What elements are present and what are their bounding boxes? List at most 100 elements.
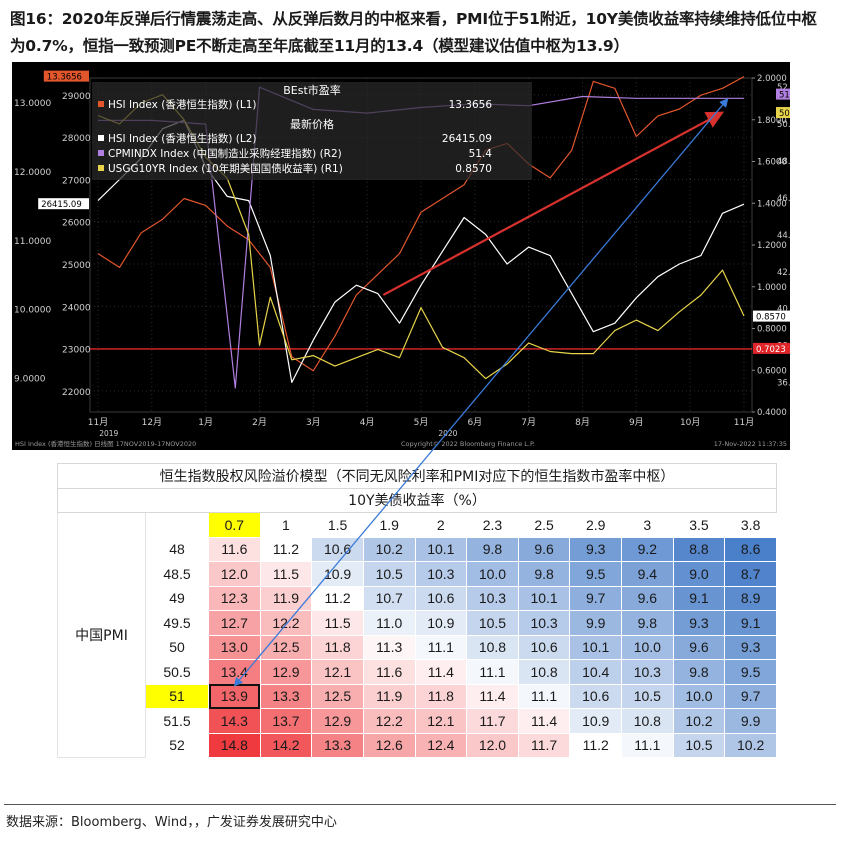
pe-axis-tick: 11.0000 xyxy=(14,237,51,247)
row-header: 50.5 xyxy=(145,659,209,685)
value-cell: 12.1 xyxy=(414,708,468,734)
value-cell: 9.8 xyxy=(517,561,571,587)
price-last-tag-text: 26415.09 xyxy=(41,200,82,210)
value-cell: 10.9 xyxy=(569,708,622,734)
column-header-row: 中国PMI 0.7 1 1.5 1.9 2 2.3 2.5 2.9 3 3.5 3.8 xyxy=(57,512,777,758)
x-axis-tick: 12月 xyxy=(142,417,162,428)
price-last-tag: 26415.09 xyxy=(38,198,89,210)
value-cell: 8.7 xyxy=(724,561,777,587)
yield-axis-tick: 0.8000 xyxy=(757,325,787,335)
value-cell: 9.3 xyxy=(724,634,777,660)
column-header: 0.7 xyxy=(208,512,261,538)
value-cell: 8.6 xyxy=(724,536,777,562)
value-cell: 10.2 xyxy=(672,708,726,734)
value-cell: 11.8 xyxy=(414,683,468,709)
value-cell: 13.4 xyxy=(208,659,261,685)
value-cell: 11.1 xyxy=(517,683,571,709)
column-header: 1 xyxy=(260,512,312,538)
pe-axis-tick: 13.0000 xyxy=(14,99,51,109)
table-row: 51.5 14.3 13.7 12.9 12.2 12.1 11.7 11.4 10.9 10.8… xyxy=(58,708,777,734)
value-cell: 10.5 xyxy=(466,610,519,636)
pe-last-tag-bg xyxy=(43,70,89,82)
x-year-label: 2020 xyxy=(438,429,457,438)
table-row: 48 11.6 11.2 10.6 10.2 10.1 9.8 9.6 9.3 9.2 8.8 8.6 xyxy=(58,536,777,562)
value-cell: 9.7 xyxy=(569,585,622,611)
value-cell: 12.9 xyxy=(311,708,364,734)
value-cell: 12.5 xyxy=(259,634,313,660)
value-cell: 9.7 xyxy=(724,683,777,709)
price-axis-tick: 26000 xyxy=(62,219,91,229)
value-cell: 10.2 xyxy=(362,536,416,562)
legend-label: HSI Index (香港恒生指数) (L1) xyxy=(108,98,257,111)
yield-axis-tick: 1.2000 xyxy=(757,241,787,251)
value-cell: 9.8 xyxy=(621,610,674,636)
value-cell: 9.5 xyxy=(569,561,622,587)
price-axis-tick: 29000 xyxy=(62,92,91,102)
pmi-axis-tick: 40.0 xyxy=(777,305,790,315)
value-cell: 14.3 xyxy=(208,708,261,734)
price-axis-tick: 28000 xyxy=(62,134,91,144)
legend-value: 51.4 xyxy=(469,148,493,160)
value-cell: 10.9 xyxy=(311,561,364,587)
value-cell: 9.2 xyxy=(621,536,674,562)
value-cell: 10.3 xyxy=(517,610,571,636)
table-row: 52 14.8 14.2 13.3 12.6 12.4 12.0 11.7 11.2 11.1 10… xyxy=(58,732,777,758)
pmi-axis-tick: 48.0 xyxy=(777,157,790,167)
value-cell: 10.6 xyxy=(311,536,364,562)
table-col-header-title: 10Y美债收益率（%） xyxy=(57,487,777,513)
pmi-axis-tick: 44.0 xyxy=(777,231,790,241)
value-cell: 14.8 xyxy=(208,732,261,758)
value-cell: 8.9 xyxy=(724,585,777,611)
price-axis-tick: 25000 xyxy=(62,261,91,271)
x-axis-tick: 6月 xyxy=(467,417,482,428)
table-row: 50 13.0 12.5 11.8 11.3 11.1 10.8 10.6 10.1 10.0 9.… xyxy=(58,634,777,660)
table-title: 恒生指数股权风险溢价模型（不同无风险利率和PMI对应下的恒生指数市盈率中枢） xyxy=(57,463,777,489)
price-axis-tick: 24000 xyxy=(62,303,91,313)
pmi-axis-tick: 36.0 xyxy=(777,378,790,388)
value-cell: 9.6 xyxy=(517,536,571,562)
row-header: 49 xyxy=(145,585,209,611)
value-cell: 12.3 xyxy=(208,585,261,611)
pe-axis-tick: 9.0000 xyxy=(14,375,46,385)
value-cell: 12.9 xyxy=(259,659,313,685)
value-cell: 11.3 xyxy=(362,634,416,660)
value-cell: 11.7 xyxy=(466,708,519,734)
column-header: 2.9 xyxy=(569,512,622,538)
yield-axis-tick: 1.4000 xyxy=(757,199,787,209)
corner-cell xyxy=(145,512,209,538)
column-header: 2 xyxy=(415,512,467,538)
chart-svg: 13.0000 12.0000 11.0000 10.0000 9.0000 29000 2… xyxy=(12,62,790,450)
legend-swatch xyxy=(98,150,104,156)
value-cell: 11.6 xyxy=(362,659,416,685)
pmi-last-tag-2-text: 50.9 xyxy=(779,109,790,119)
value-cell: 9.3 xyxy=(672,610,726,636)
value-cell: 11.5 xyxy=(311,610,364,636)
valuation-table: 恒生指数股权风险溢价模型（不同无风险利率和PMI对应下的恒生指数市盈率中枢） 10… xyxy=(57,463,777,758)
value-cell: 11.4 xyxy=(466,683,519,709)
pmi-last-tag-bg xyxy=(776,88,790,100)
yield-axis-tick: 0.6000 xyxy=(757,366,787,376)
yield-axis-tick: 1.0000 xyxy=(757,283,787,293)
x-axis-tick: 9月 xyxy=(629,417,644,428)
yield-ref-tag-text: 0.7023 xyxy=(756,345,786,355)
row-header: 49.5 xyxy=(145,610,209,636)
model-table: 恒生指数股权风险溢价模型（不同无风险利率和PMI对应下的恒生指数市盈率中枢） 10… xyxy=(57,463,777,758)
value-cell: 11.9 xyxy=(259,585,313,611)
pe-axis-tick: 10.0000 xyxy=(14,306,51,316)
pmi-last-tag-2: 50.9 xyxy=(776,107,790,119)
legend-swatch xyxy=(98,165,104,171)
yield-ref-tag-bg xyxy=(753,342,790,354)
value-cell: 11.9 xyxy=(362,683,416,709)
value-cell: 10.6 xyxy=(414,585,468,611)
column-header: 3 xyxy=(621,512,674,538)
value-cell: 10.8 xyxy=(466,634,519,660)
value-cell: 9.6 xyxy=(621,585,674,611)
value-cell: 9.3 xyxy=(569,536,622,562)
value-cell: 9.6 xyxy=(672,634,726,660)
value-cell: 10.4 xyxy=(569,659,622,685)
value-cell: 13.3 xyxy=(259,683,313,709)
value-cell: 11.2 xyxy=(311,585,364,611)
yield-axis-tick: 0.4000 xyxy=(757,408,787,418)
pmi-axis-tick: 46.0 xyxy=(777,194,790,204)
row-header: 52 xyxy=(145,732,209,758)
